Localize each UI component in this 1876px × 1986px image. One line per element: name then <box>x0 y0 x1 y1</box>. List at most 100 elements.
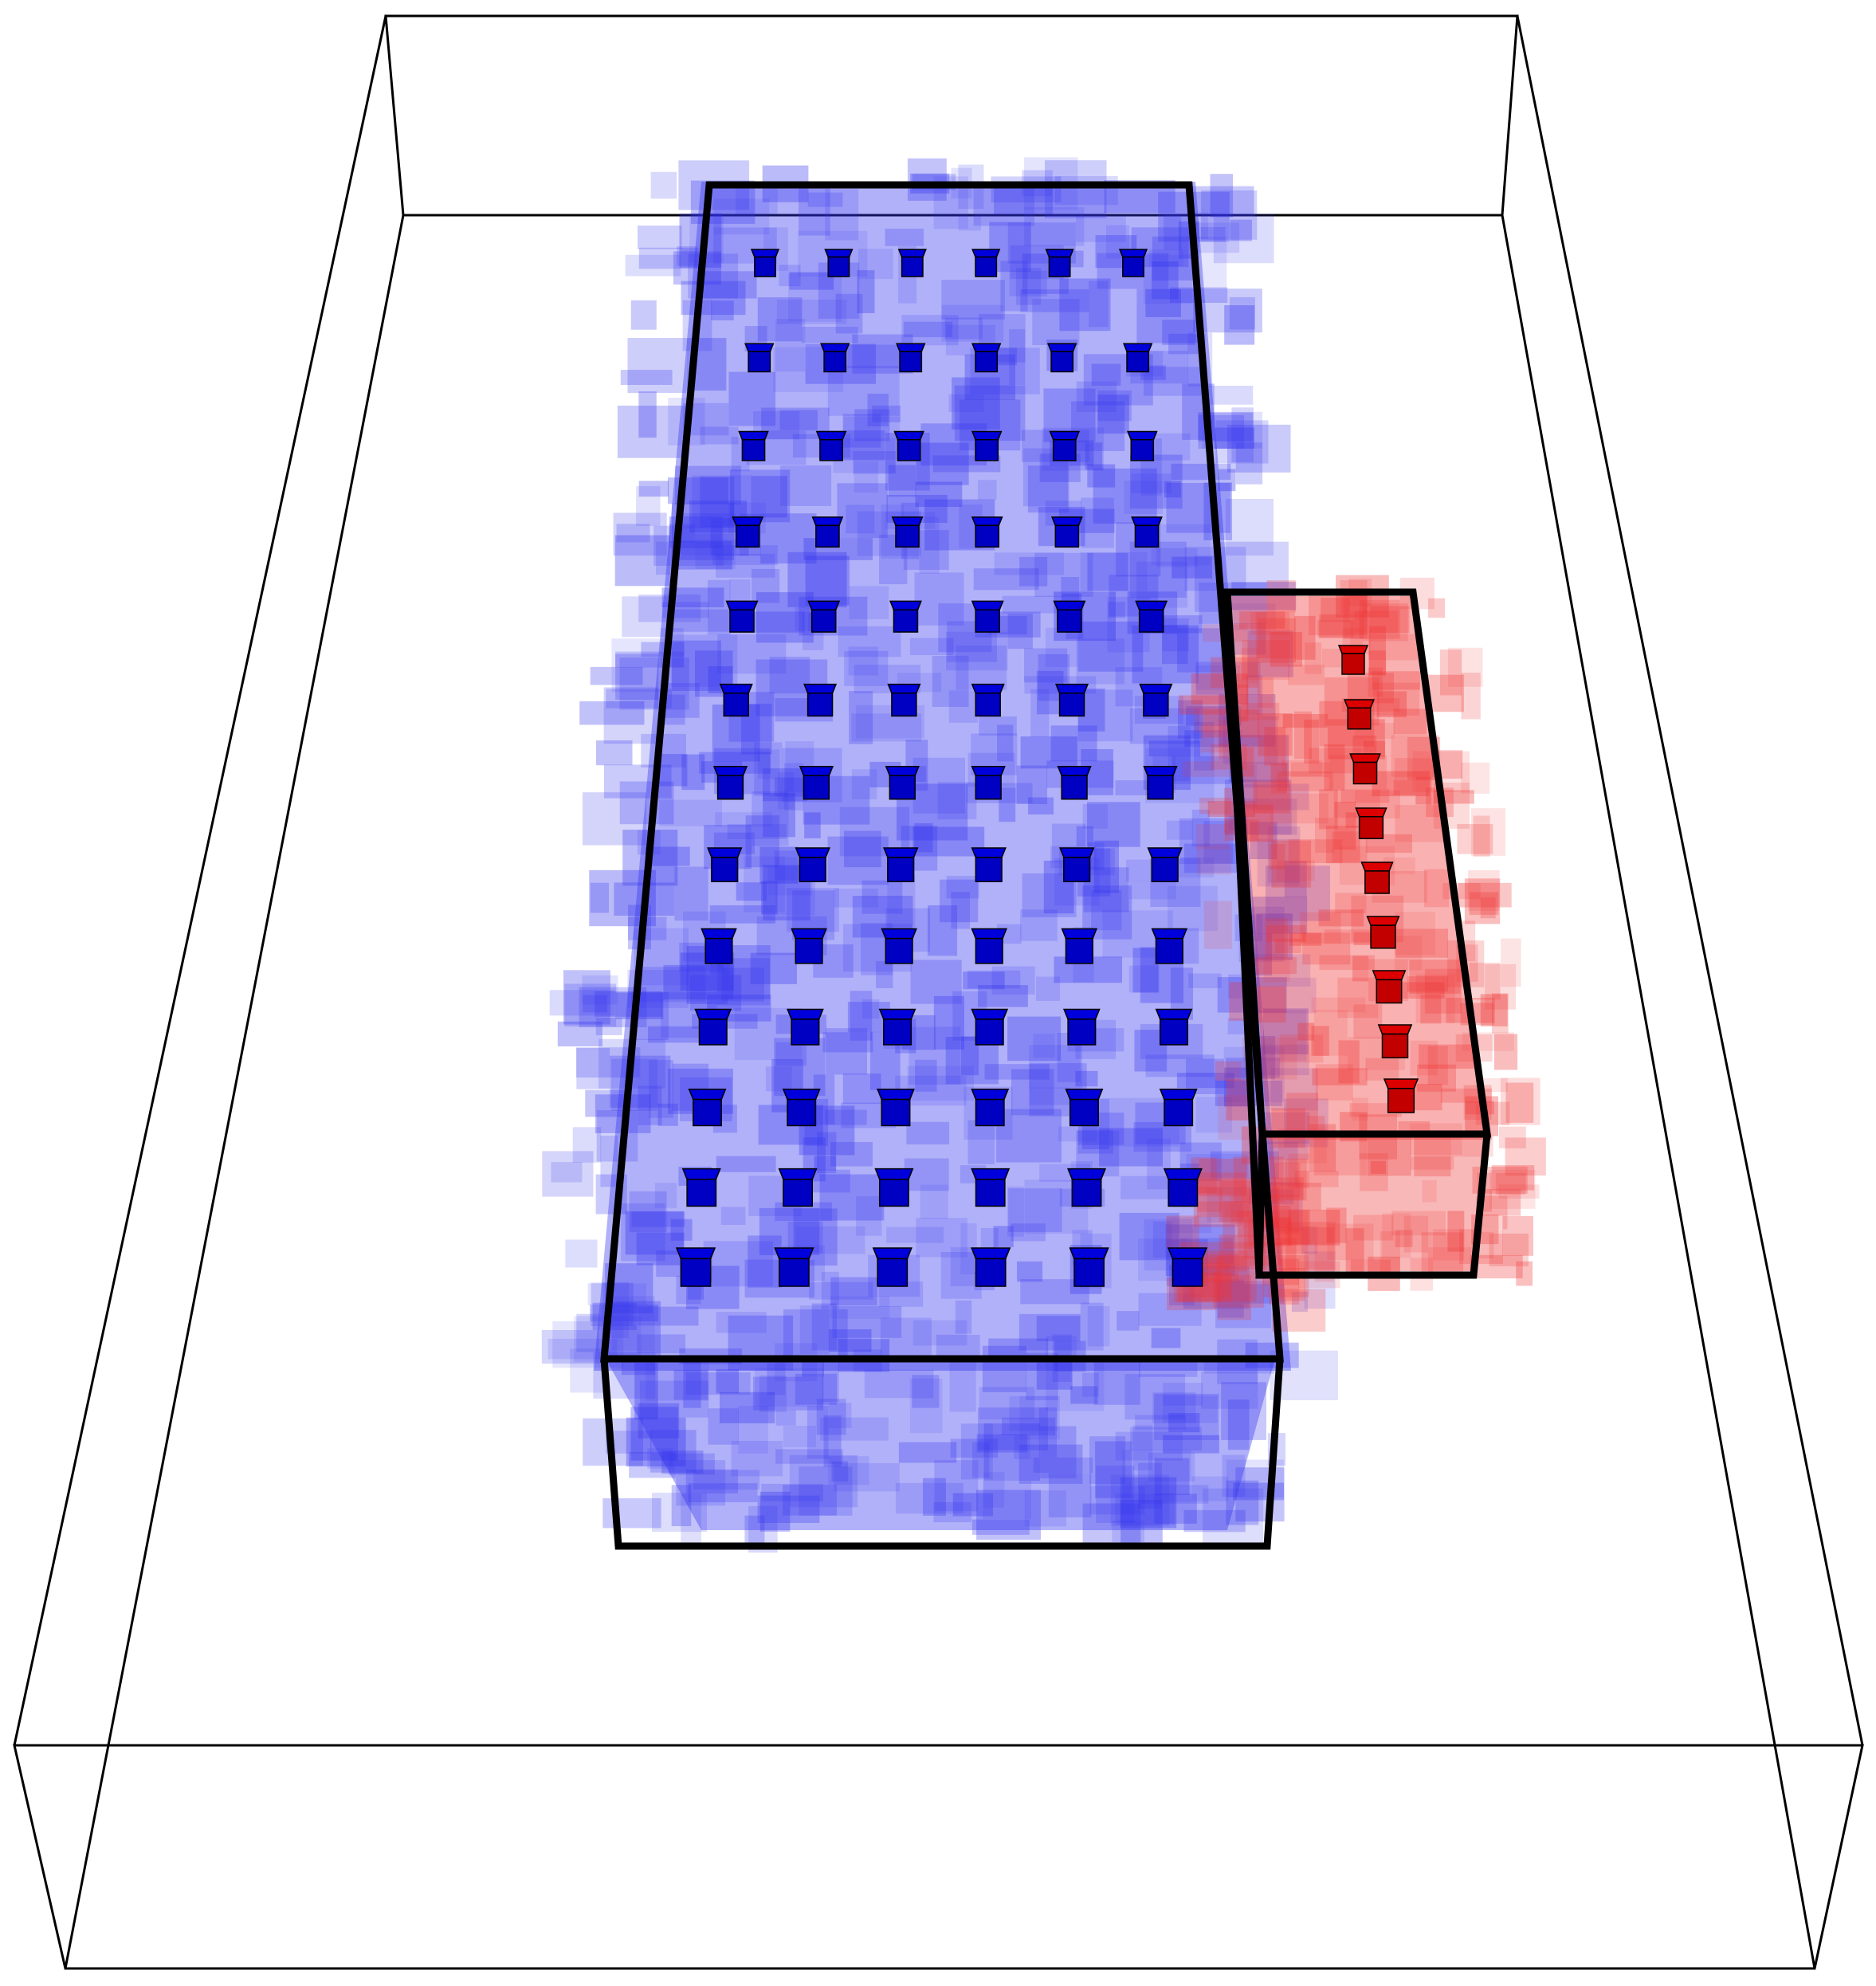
blue-cloud-voxel <box>1087 802 1140 847</box>
blue-cloud-voxel <box>787 551 847 607</box>
blue-cloud-voxel <box>1058 1126 1097 1142</box>
blue-cloud-voxel <box>909 1026 961 1085</box>
red-cloud-voxel <box>1505 1082 1534 1123</box>
blue-voxel <box>1066 1168 1107 1207</box>
red-cloud-voxel <box>1288 1209 1340 1246</box>
blue-cloud-voxel <box>572 1127 602 1163</box>
blue-cloud-voxel <box>827 836 889 885</box>
blue-cloud-voxel <box>551 1162 583 1183</box>
red-cloud-voxel <box>1505 1137 1546 1176</box>
blue-cloud-voxel <box>976 1490 1041 1541</box>
blue-cloud-voxel <box>1036 1362 1073 1390</box>
red-cloud-voxel <box>1372 671 1420 690</box>
blue-cloud-voxel <box>1166 820 1193 840</box>
red-cloud-voxel <box>1393 779 1416 795</box>
red-cloud-voxel <box>1313 1133 1368 1176</box>
blue-cloud-voxel <box>611 638 669 693</box>
blue-cloud-voxel <box>979 1387 1035 1420</box>
blue-voxel <box>1118 249 1148 277</box>
blue-cloud-voxel <box>1163 1435 1219 1454</box>
blue-cloud-voxel <box>849 586 889 619</box>
blue-cloud-voxel <box>638 1085 662 1125</box>
blue-cloud-voxel <box>1122 1449 1191 1502</box>
blue-cloud-voxel <box>1091 363 1121 386</box>
blue-cloud-voxel <box>799 182 830 236</box>
blue-cloud-voxel <box>1178 700 1203 739</box>
red-cloud-voxel <box>1413 1084 1442 1111</box>
red-cloud-voxel <box>1368 626 1386 675</box>
blue-cloud-voxel <box>754 742 783 796</box>
red-cloud-voxel <box>1269 844 1285 869</box>
red-cloud-voxel <box>1417 1064 1456 1092</box>
blue-cloud-voxel <box>1028 797 1054 814</box>
blue-cloud-voxel <box>1002 595 1063 614</box>
blue-voxel <box>738 430 769 461</box>
blue-cloud-voxel <box>748 1235 782 1288</box>
red-cloud-voxel <box>1489 1233 1529 1266</box>
red-cloud-voxel <box>1206 1250 1247 1272</box>
blue-cloud-voxel <box>1224 305 1255 345</box>
blue-cloud-voxel <box>802 327 858 343</box>
blue-cloud-voxel <box>820 1417 889 1441</box>
blue-cloud-voxel <box>1201 190 1258 240</box>
blue-cloud-voxel <box>1129 541 1187 598</box>
red-cloud-voxel <box>1195 824 1230 850</box>
blue-cloud-voxel <box>1154 1493 1197 1524</box>
red-cloud-voxel <box>1468 869 1500 911</box>
blue-cloud-voxel <box>1089 281 1109 328</box>
red-cloud-voxel <box>1191 673 1249 705</box>
blue-cloud-voxel <box>1261 1044 1309 1076</box>
blue-cloud-voxel <box>1070 1386 1098 1404</box>
red-cloud-voxel <box>1319 614 1364 638</box>
blue-cloud-voxel <box>1018 1444 1083 1484</box>
blue-cloud-voxel <box>1184 730 1242 748</box>
red-cloud-voxel <box>1297 1022 1315 1041</box>
blue-cloud-voxel <box>708 579 731 635</box>
blue-voxel <box>725 600 759 633</box>
blue-cloud-voxel <box>1227 424 1291 473</box>
blue-voxel <box>712 765 748 800</box>
blue-cloud-voxel <box>662 683 700 718</box>
blue-cloud-voxel <box>951 892 970 929</box>
outer-box-edge-left <box>13 15 387 1746</box>
blue-cloud-voxel <box>1252 897 1308 934</box>
blue-cloud-voxel <box>583 995 607 1013</box>
red-cloud-voxel <box>1354 610 1399 634</box>
blue-cloud-voxel <box>680 540 740 555</box>
blue-cloud-voxel <box>700 476 735 528</box>
blue-cloud-voxel <box>716 958 771 1006</box>
blue-cloud-voxel <box>1083 867 1129 913</box>
blue-cloud-voxel <box>1168 885 1218 932</box>
blue-voxel <box>1122 343 1153 373</box>
blue-cloud-front <box>606 1359 1275 1530</box>
blue-cloud-voxel <box>1248 977 1317 1014</box>
blue-cloud-voxel <box>857 270 875 313</box>
blue-cloud-voxel <box>854 409 890 442</box>
blue-cloud-voxel <box>1217 1279 1244 1318</box>
blue-cloud-voxel <box>937 782 977 820</box>
blue-cloud-voxel <box>838 626 901 657</box>
red-cloud-voxel <box>1460 1003 1494 1026</box>
red-cloud-voxel <box>1281 760 1323 776</box>
blue-cloud-voxel <box>1089 1486 1145 1515</box>
blue-cloud-voxel <box>827 366 900 416</box>
blue-cloud-voxel <box>832 1305 902 1338</box>
blue-voxel <box>791 928 827 964</box>
red-cloud-voxel <box>1345 1228 1364 1274</box>
blue-cloud-voxel <box>765 1066 792 1092</box>
blue-voxel <box>897 249 927 277</box>
blue-cloud-voxel <box>978 985 1028 1007</box>
blue-cloud-voxel <box>830 1296 890 1319</box>
blue-cloud-voxel <box>1191 809 1210 847</box>
red-cloud-voxel <box>1270 793 1329 824</box>
blue-voxel-grid <box>675 249 1208 1287</box>
red-cloud-voxel <box>1263 957 1290 983</box>
blue-cloud-voxel <box>1166 1216 1211 1234</box>
red-cloud-voxel <box>1243 804 1274 842</box>
red-cloud-voxel <box>1336 575 1389 618</box>
blue-cloud-voxel <box>682 513 736 528</box>
blue-cloud-voxel <box>759 1207 820 1255</box>
blue-cloud-voxel <box>1151 1328 1181 1348</box>
red-cloud-voxel <box>1272 1289 1326 1332</box>
blue-voxel <box>1058 847 1095 882</box>
